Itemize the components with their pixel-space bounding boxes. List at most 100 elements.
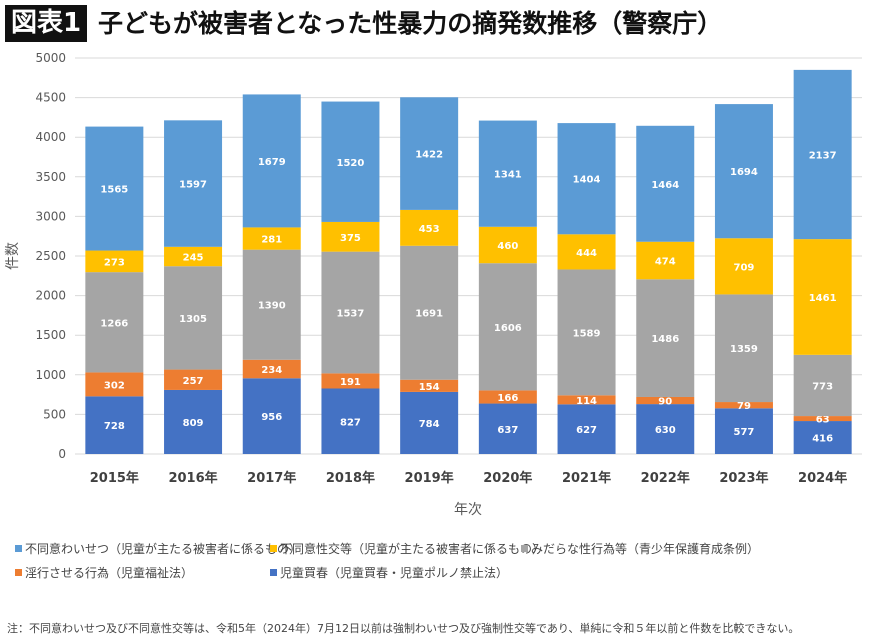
- footnote: 注：不同意わいせつ及び不同意性交等は、令和5年（2024年）7月12日以前は強制…: [7, 622, 800, 635]
- y-tick-label: 3500: [35, 170, 66, 184]
- data-label: 460: [497, 241, 518, 252]
- bar-segment: [793, 239, 852, 355]
- legend-label: 児童買春（児童買春・児童ポルノ禁止法）: [280, 566, 509, 580]
- data-label: 1691: [415, 309, 443, 320]
- bar-segment: [321, 221, 380, 252]
- bar-segment: [164, 120, 223, 247]
- bar-segment: [85, 126, 144, 251]
- x-tick-label: 2020年: [483, 470, 532, 486]
- data-label: 956: [261, 412, 282, 423]
- bar-segment: [478, 263, 537, 391]
- data-label: 709: [734, 262, 755, 273]
- data-label: 79: [737, 401, 751, 412]
- bar-segment: [242, 249, 301, 360]
- bar-segment: [714, 238, 773, 295]
- legend-item: 不同意性交等（児童が主たる被害者に係るもの）: [270, 540, 544, 557]
- x-tick-label: 2021年: [562, 470, 611, 486]
- bar-segment: [85, 272, 144, 373]
- bar-segment: [557, 395, 616, 405]
- bar-segment: [557, 404, 616, 454]
- legend-item: 不同意わいせつ（児童が主たる被害者に係るもの）: [15, 540, 301, 557]
- bar-segment: [242, 94, 301, 228]
- x-tick-label: 2016年: [168, 470, 217, 486]
- bar-segment: [636, 279, 695, 397]
- chart-title: 子どもが被害者となった性暴力の摘発数推移（警察庁）: [98, 9, 723, 38]
- data-label: 827: [340, 417, 361, 428]
- legend-swatch: [15, 545, 22, 552]
- figure-badge: 図表1: [5, 5, 88, 42]
- bar-segment: [636, 125, 695, 242]
- data-label: 416: [812, 434, 833, 445]
- data-label: 627: [576, 425, 597, 436]
- data-label: 1422: [415, 150, 443, 161]
- legend-item: 児童買春（児童買春・児童ポルノ禁止法）: [270, 564, 508, 581]
- y-tick-label: 3000: [35, 209, 66, 223]
- bar-segment: [164, 369, 223, 390]
- data-label: 637: [497, 425, 518, 436]
- legend-item: みだらな性行為等（青少年保護育成条例）: [521, 540, 759, 557]
- x-tick-label: 2018年: [326, 470, 375, 486]
- y-tick-label: 4500: [35, 91, 66, 105]
- bar-segment: [85, 372, 144, 397]
- x-tick-label: 2019年: [405, 470, 454, 486]
- data-label: 2137: [809, 151, 837, 162]
- data-label: 154: [419, 382, 440, 393]
- data-label: 453: [419, 224, 440, 235]
- data-label: 809: [183, 418, 204, 429]
- bar-segment: [714, 294, 773, 403]
- data-label: 1597: [179, 180, 207, 191]
- data-label: 444: [576, 248, 597, 259]
- data-label: 1464: [651, 180, 679, 191]
- bar-segment: [636, 396, 695, 405]
- legend-label: 不同意わいせつ（児童が主たる被害者に係るもの）: [25, 542, 302, 556]
- data-label: 630: [655, 425, 676, 436]
- data-label: 1679: [258, 157, 286, 168]
- bar-segment: [557, 123, 616, 235]
- data-label: 245: [183, 253, 204, 264]
- bar-segment: [557, 234, 616, 270]
- bar-segment: [164, 246, 223, 267]
- data-label: 784: [419, 419, 440, 430]
- data-label: 302: [104, 380, 125, 391]
- x-tick-label: 2015年: [90, 470, 139, 486]
- data-label: 728: [104, 421, 125, 432]
- legend-label: 淫行させる行為（児童福祉法）: [25, 566, 194, 580]
- x-axis-label: 年次: [454, 502, 482, 518]
- data-label: 1341: [494, 170, 522, 181]
- legend-swatch: [270, 545, 277, 552]
- y-tick-label: 1000: [35, 368, 66, 382]
- legend-label: 不同意性交等（児童が主たる被害者に係るもの）: [280, 542, 545, 556]
- bar-segment: [714, 104, 773, 239]
- data-label: 257: [183, 376, 204, 387]
- data-label: 1694: [730, 167, 758, 178]
- y-tick-label: 0: [58, 447, 66, 461]
- data-label: 1266: [100, 318, 128, 329]
- data-label: 90: [658, 397, 672, 408]
- legend-swatch: [270, 569, 277, 576]
- bar-segment: [714, 402, 773, 409]
- data-label: 114: [576, 396, 597, 407]
- y-tick-label: 500: [43, 407, 66, 421]
- bar-segment: [242, 359, 301, 379]
- y-tick-label: 5000: [35, 51, 66, 65]
- bar-segment: [85, 396, 144, 454]
- data-label: 1404: [573, 175, 601, 186]
- x-tick-label: 2022年: [641, 470, 690, 486]
- data-label: 1537: [337, 309, 365, 320]
- bar-segment: [714, 408, 773, 454]
- data-label: 773: [812, 381, 833, 392]
- data-label: 1486: [651, 334, 679, 345]
- data-label: 273: [104, 257, 125, 268]
- bar-segment: [85, 250, 144, 273]
- y-tick-label: 2500: [35, 249, 66, 263]
- bar-segment: [164, 266, 223, 370]
- y-tick-label: 4000: [35, 130, 66, 144]
- bar-segment: [164, 389, 223, 454]
- data-label: 577: [734, 427, 755, 438]
- bar-segment: [242, 378, 301, 454]
- bar-segment: [400, 209, 459, 246]
- data-label: 166: [497, 393, 518, 404]
- bar-segment: [321, 101, 380, 222]
- bar-segment: [400, 245, 459, 380]
- bar-segment: [478, 403, 537, 454]
